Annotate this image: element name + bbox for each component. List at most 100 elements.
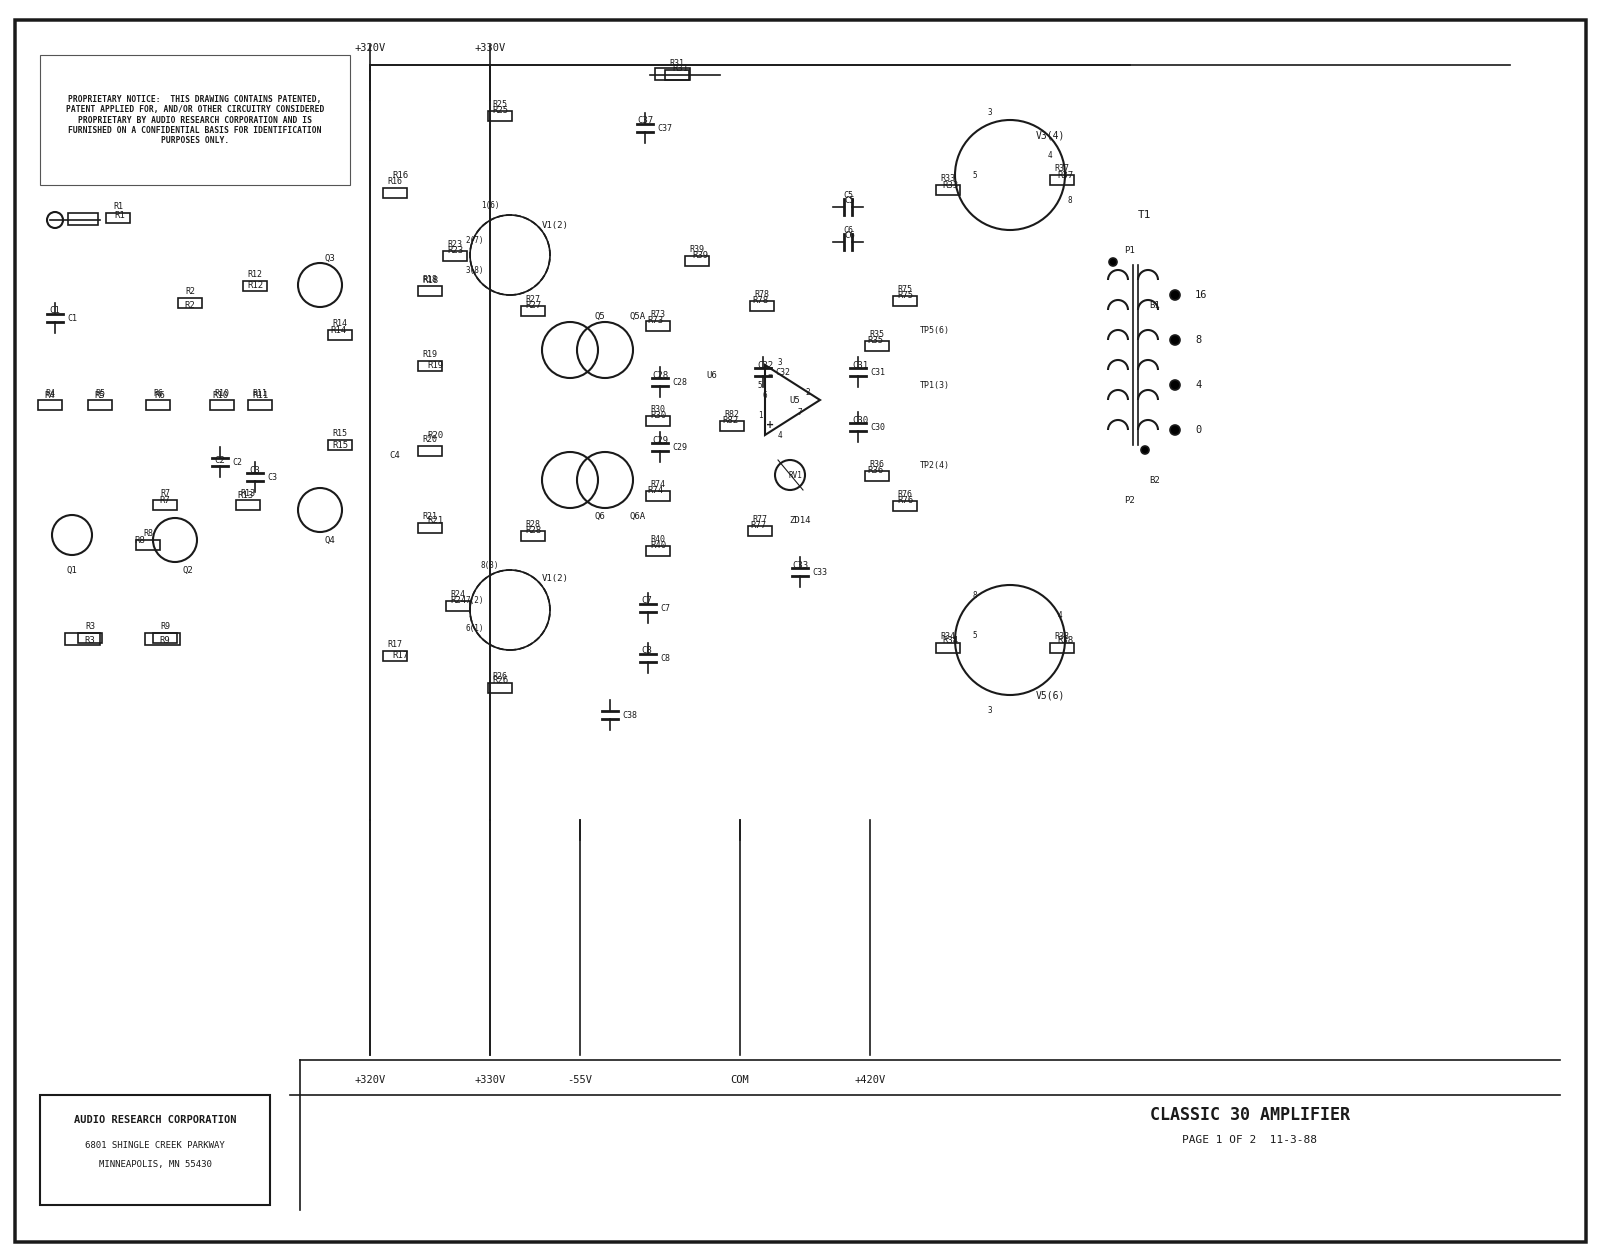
Text: R24: R24 bbox=[450, 596, 466, 605]
Text: Q6: Q6 bbox=[594, 512, 605, 520]
Text: PAGE 1 OF 2  11-3-88: PAGE 1 OF 2 11-3-88 bbox=[1183, 1135, 1318, 1145]
Text: B2: B2 bbox=[1150, 475, 1161, 484]
Text: 6(1): 6(1) bbox=[466, 623, 484, 632]
Text: C28: C28 bbox=[672, 377, 687, 386]
Text: R11: R11 bbox=[251, 391, 267, 400]
Text: 8: 8 bbox=[973, 591, 977, 600]
Text: R10: R10 bbox=[211, 391, 227, 400]
Text: R7: R7 bbox=[160, 495, 170, 504]
Text: R6: R6 bbox=[155, 391, 165, 400]
Text: C29: C29 bbox=[652, 435, 668, 445]
Text: T1: T1 bbox=[1138, 210, 1151, 220]
Text: C8: C8 bbox=[642, 646, 652, 655]
Text: R82: R82 bbox=[722, 416, 738, 425]
Bar bbox=[146, 400, 170, 410]
Text: R40: R40 bbox=[650, 534, 666, 543]
Bar bbox=[645, 546, 669, 556]
Text: R39: R39 bbox=[690, 245, 704, 254]
Bar bbox=[328, 440, 352, 450]
Text: R7: R7 bbox=[160, 489, 170, 498]
Text: C5: C5 bbox=[845, 196, 855, 205]
Text: R24: R24 bbox=[450, 590, 466, 598]
Text: 7(2): 7(2) bbox=[466, 596, 484, 605]
Text: C37: C37 bbox=[637, 116, 653, 124]
Text: R6: R6 bbox=[154, 388, 163, 397]
Text: P1: P1 bbox=[1124, 245, 1135, 254]
Text: C33: C33 bbox=[812, 567, 828, 577]
Text: R76: R76 bbox=[898, 489, 913, 499]
Bar bbox=[488, 683, 512, 693]
Bar bbox=[106, 212, 130, 222]
Text: Q6A: Q6A bbox=[629, 512, 647, 520]
Bar bbox=[645, 491, 669, 502]
Text: R77: R77 bbox=[752, 514, 767, 523]
Text: C8: C8 bbox=[660, 654, 669, 662]
Text: COM: COM bbox=[730, 1075, 749, 1085]
Text: C5: C5 bbox=[844, 191, 853, 200]
Text: R2: R2 bbox=[186, 287, 195, 295]
Text: C2: C2 bbox=[232, 458, 242, 466]
Text: V3(4): V3(4) bbox=[1036, 129, 1065, 140]
Text: Q3: Q3 bbox=[325, 254, 335, 263]
Text: 5: 5 bbox=[973, 171, 977, 180]
Bar bbox=[136, 541, 160, 551]
Bar bbox=[78, 634, 102, 644]
Text: R8: R8 bbox=[142, 528, 154, 538]
Text: R17: R17 bbox=[392, 651, 408, 660]
Text: R1: R1 bbox=[114, 201, 123, 210]
Text: V5(6): V5(6) bbox=[1036, 690, 1065, 700]
Bar bbox=[88, 400, 112, 410]
Bar bbox=[645, 321, 669, 331]
Text: R13: R13 bbox=[240, 489, 256, 498]
Text: R27: R27 bbox=[525, 300, 541, 309]
Bar bbox=[67, 212, 98, 225]
Bar bbox=[749, 300, 773, 310]
Text: R76: R76 bbox=[897, 495, 913, 504]
Bar bbox=[893, 295, 917, 305]
Text: V1(2): V1(2) bbox=[541, 220, 568, 230]
Text: R4: R4 bbox=[45, 391, 56, 400]
Text: R28: R28 bbox=[525, 525, 541, 534]
Text: R19: R19 bbox=[423, 349, 437, 358]
Text: R8: R8 bbox=[134, 535, 146, 544]
Text: 5: 5 bbox=[757, 381, 762, 390]
Text: R5: R5 bbox=[94, 388, 106, 397]
Bar bbox=[154, 634, 178, 644]
Text: Q5A: Q5A bbox=[629, 312, 647, 321]
Text: TP2(4): TP2(4) bbox=[921, 460, 949, 470]
Text: R5: R5 bbox=[94, 391, 106, 400]
Text: +330V: +330V bbox=[474, 43, 506, 53]
Text: C2: C2 bbox=[215, 455, 226, 465]
Text: R31: R31 bbox=[669, 59, 685, 68]
Text: TP5(6): TP5(6) bbox=[921, 326, 949, 334]
Text: PROPRIETARY NOTICE:  THIS DRAWING CONTAINS PATENTED,
PATENT APPLIED FOR, AND/OR : PROPRIETARY NOTICE: THIS DRAWING CONTAIN… bbox=[66, 94, 323, 146]
Circle shape bbox=[1170, 425, 1180, 435]
Bar bbox=[210, 400, 234, 410]
Text: C1: C1 bbox=[50, 305, 61, 314]
Text: 4: 4 bbox=[1047, 151, 1052, 160]
Text: R18: R18 bbox=[423, 275, 439, 284]
Text: C3: C3 bbox=[250, 465, 261, 474]
Text: 3: 3 bbox=[988, 108, 993, 117]
Bar bbox=[1050, 644, 1074, 652]
FancyBboxPatch shape bbox=[14, 20, 1587, 1242]
Text: R14: R14 bbox=[333, 318, 347, 328]
Text: +320V: +320V bbox=[354, 1075, 386, 1085]
Text: R74: R74 bbox=[650, 479, 666, 489]
Text: R30: R30 bbox=[650, 405, 666, 414]
Text: C6: C6 bbox=[844, 225, 853, 235]
Text: R38: R38 bbox=[1057, 636, 1073, 645]
Text: R75: R75 bbox=[897, 290, 913, 299]
Text: C30: C30 bbox=[852, 416, 868, 425]
Bar bbox=[235, 500, 259, 510]
Text: R35: R35 bbox=[866, 336, 884, 344]
Text: C30: C30 bbox=[869, 422, 885, 431]
Text: C31: C31 bbox=[852, 361, 868, 370]
Text: R34: R34 bbox=[941, 636, 957, 645]
Bar bbox=[38, 400, 62, 410]
Text: 0: 0 bbox=[1194, 425, 1201, 435]
Text: R27: R27 bbox=[525, 294, 541, 303]
Text: C31: C31 bbox=[869, 367, 885, 377]
Text: R34: R34 bbox=[940, 631, 956, 641]
Text: C32: C32 bbox=[775, 367, 789, 377]
